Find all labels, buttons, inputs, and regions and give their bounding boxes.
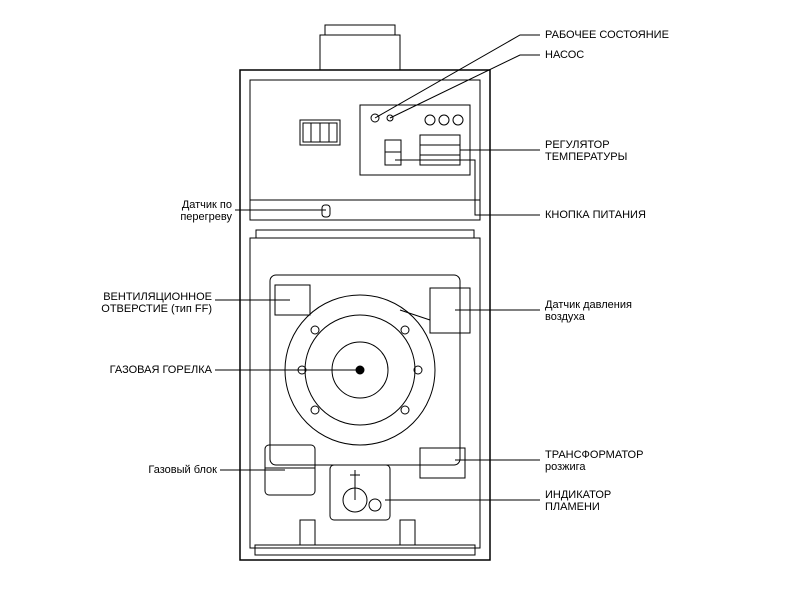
label-flame-1: ИНДИКАТОР (545, 489, 611, 501)
label-vent-1: ВЕНТИЛЯЦИОННОЕ (103, 291, 212, 303)
label-power: КНОПКА ПИТАНИЯ (545, 209, 646, 221)
label-overheat-2: перегреву (180, 211, 232, 223)
overheat-sensor (322, 205, 330, 217)
label-pump: НАСОС (545, 49, 584, 61)
knob-icon (425, 115, 435, 125)
flame-indicator (330, 465, 390, 520)
label-trans-2: розжига (545, 461, 586, 473)
label-air-1: Датчик давления (545, 299, 632, 311)
knob-icon (439, 115, 449, 125)
label-overheat-1: Датчик по (182, 199, 232, 211)
label-trans-1: ТРАНСФОРМАТОР (545, 449, 643, 461)
label-vent-2: ОТВЕРСТИЕ (тип FF) (101, 303, 212, 315)
label-flame-2: ПЛАМЕНИ (545, 501, 600, 513)
label-temp-reg-1: РЕГУЛЯТОР (545, 139, 610, 151)
knob-icon (453, 115, 463, 125)
bottom-plate (255, 545, 475, 555)
label-working-state: РАБОЧЕЕ СОСТОЯНИЕ (545, 29, 669, 41)
top-cap (320, 35, 400, 70)
label-temp-reg-2: ТЕМПЕРАТУРЫ (545, 151, 627, 163)
label-air-2: воздуха (545, 311, 586, 323)
upper-panel (250, 80, 480, 200)
boiler-diagram: РАБОЧЕЕ СОСТОЯНИЕ НАСОС РЕГУЛЯТОР ТЕМПЕР… (0, 0, 800, 600)
label-burner: ГАЗОВАЯ ГОРЕЛКА (110, 364, 213, 376)
top-cap-inner (325, 25, 395, 35)
label-gas-block: Газовый блок (148, 464, 217, 476)
